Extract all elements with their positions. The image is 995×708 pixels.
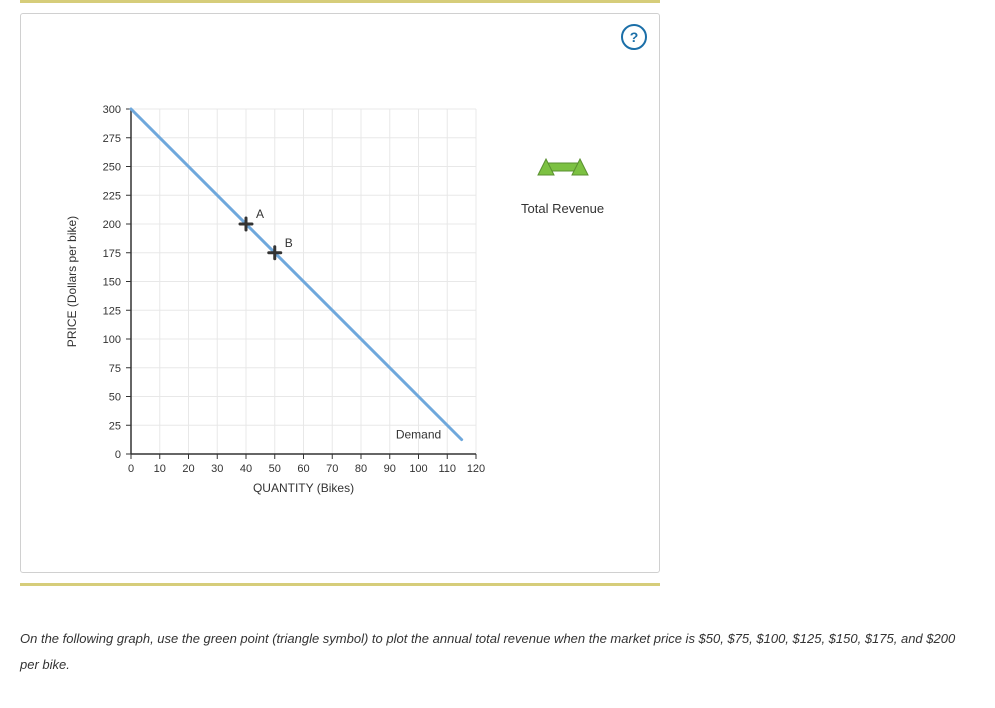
svg-text:25: 25 — [109, 420, 121, 432]
svg-text:10: 10 — [154, 463, 166, 475]
svg-text:60: 60 — [297, 463, 309, 475]
svg-text:225: 225 — [103, 190, 121, 202]
svg-text:50: 50 — [109, 392, 121, 404]
svg-text:30: 30 — [211, 463, 223, 475]
svg-text:20: 20 — [182, 463, 194, 475]
bottom-rule — [20, 583, 660, 586]
instructions-text: On the following graph, use the green po… — [20, 626, 975, 678]
svg-text:B: B — [285, 236, 293, 250]
svg-text:50: 50 — [269, 463, 281, 475]
demand-chart[interactable]: 0 10 20 30 40 50 60 70 80 90 100 110 120 0 25 50 75 100 12… — [21, 14, 661, 574]
legend-total-revenue[interactable]: Total Revenue — [521, 154, 604, 216]
svg-text:40: 40 — [240, 463, 252, 475]
svg-text:QUANTITY (Bikes): QUANTITY (Bikes) — [253, 481, 354, 495]
svg-text:150: 150 — [103, 277, 121, 289]
chart-holder: 0 10 20 30 40 50 60 70 80 90 100 110 120 0 25 50 75 100 12… — [21, 14, 659, 577]
svg-text:PRICE (Dollars per bike): PRICE (Dollars per bike) — [65, 216, 79, 347]
svg-text:125: 125 — [103, 305, 121, 317]
total-revenue-icon — [536, 154, 590, 180]
svg-text:175: 175 — [103, 248, 121, 260]
svg-text:0: 0 — [115, 449, 121, 461]
svg-text:Demand: Demand — [396, 428, 441, 442]
svg-text:110: 110 — [438, 463, 456, 475]
svg-text:120: 120 — [467, 463, 485, 475]
top-rule — [20, 0, 660, 3]
svg-text:0: 0 — [128, 463, 134, 475]
svg-text:80: 80 — [355, 463, 367, 475]
svg-text:75: 75 — [109, 363, 121, 375]
svg-text:90: 90 — [384, 463, 396, 475]
legend-label: Total Revenue — [521, 201, 604, 216]
svg-text:300: 300 — [103, 104, 121, 116]
svg-text:A: A — [256, 207, 264, 221]
svg-text:275: 275 — [103, 133, 121, 145]
chart-panel: ? 01020304050607080901001101200255075100… — [20, 13, 660, 573]
page-wrap: ? 01020304050607080901001101200255075100… — [0, 0, 995, 708]
svg-text:100: 100 — [103, 334, 121, 346]
svg-text:250: 250 — [103, 162, 121, 174]
svg-text:200: 200 — [103, 219, 121, 231]
svg-text:70: 70 — [326, 463, 338, 475]
svg-text:100: 100 — [409, 463, 427, 475]
